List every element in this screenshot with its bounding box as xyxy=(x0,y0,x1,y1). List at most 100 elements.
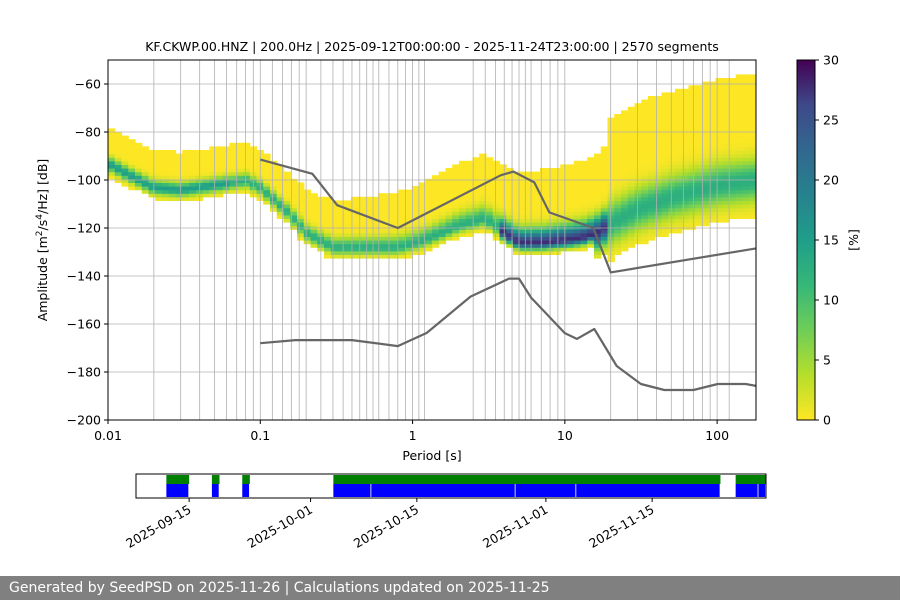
heatmap-cell xyxy=(695,117,703,122)
heatmap-cell xyxy=(580,182,588,187)
heatmap-cell xyxy=(580,160,588,165)
heatmap-cell xyxy=(715,218,723,223)
heatmap-cell xyxy=(749,153,756,158)
heatmap-cell xyxy=(749,110,756,115)
heatmap-cell xyxy=(749,207,756,212)
heatmap-cell xyxy=(600,204,609,209)
heatmap-cell xyxy=(290,178,298,183)
heatmap-cell xyxy=(634,182,642,187)
heatmap-cell xyxy=(668,114,676,119)
heatmap-cell xyxy=(351,232,359,237)
heatmap-cell xyxy=(391,218,399,223)
heatmap-cell xyxy=(209,171,217,176)
heatmap-cell xyxy=(162,160,170,165)
heatmap-cell xyxy=(148,178,156,183)
heatmap-cell xyxy=(729,121,737,126)
heatmap-cell xyxy=(472,200,480,205)
heatmap-cell xyxy=(567,214,575,219)
heatmap-cell xyxy=(411,250,420,255)
heatmap-cell xyxy=(337,240,345,245)
heatmap-cell xyxy=(722,88,730,93)
heatmap-cell xyxy=(162,157,170,162)
heatmap-cell xyxy=(715,88,723,93)
heatmap-cell xyxy=(627,157,636,162)
heatmap-cell xyxy=(587,236,595,241)
heatmap-cell xyxy=(627,186,636,191)
heatmap-cell xyxy=(641,146,649,151)
heatmap-cell xyxy=(290,186,298,191)
heatmap-cell xyxy=(722,114,730,119)
heatmap-cell xyxy=(452,207,460,212)
heatmap-cell xyxy=(648,128,656,133)
heatmap-cell xyxy=(695,182,703,187)
heatmap-cell xyxy=(715,211,723,216)
y-axis-label-exp-a: 2 xyxy=(35,230,45,236)
heatmap-cell xyxy=(128,168,136,173)
heatmap-cell xyxy=(715,135,723,140)
heatmap-cell xyxy=(614,153,622,158)
heatmap-cell xyxy=(641,240,649,245)
heatmap-cell xyxy=(594,164,602,169)
heatmap-cell xyxy=(675,124,683,129)
heatmap-cell xyxy=(621,110,629,115)
heatmap-cell xyxy=(540,240,548,245)
heatmap-cell xyxy=(519,196,528,201)
heatmap-cell xyxy=(722,164,730,169)
heatmap-cell xyxy=(681,196,690,201)
heatmap-cell xyxy=(526,189,534,194)
heatmap-cell xyxy=(519,193,528,198)
heatmap-cell xyxy=(492,186,501,191)
heatmap-cell xyxy=(742,128,750,133)
heatmap-cell xyxy=(263,171,271,176)
heatmap-cell xyxy=(735,92,744,97)
heatmap-cell xyxy=(499,229,507,234)
heatmap-cell xyxy=(135,142,143,147)
heatmap-cell xyxy=(384,211,393,216)
heatmap-cell xyxy=(654,178,663,183)
heatmap-cell xyxy=(722,218,730,223)
heatmap-cell xyxy=(580,200,588,205)
heatmap-cell xyxy=(661,168,669,173)
heatmap-cell xyxy=(668,222,676,227)
heatmap-cell xyxy=(202,164,210,169)
heatmap-cell xyxy=(540,232,548,237)
heatmap-cell xyxy=(742,175,750,180)
heatmap-cell xyxy=(722,121,730,126)
heatmap-cell xyxy=(607,258,615,263)
heatmap-cell xyxy=(479,153,487,158)
heatmap-cell xyxy=(216,186,224,191)
heatmap-cell xyxy=(337,214,345,219)
heatmap-cell xyxy=(749,157,756,162)
heatmap-cell xyxy=(627,160,636,165)
heatmap-cell xyxy=(661,222,669,227)
heatmap-cell xyxy=(263,153,271,158)
heatmap-cell xyxy=(715,204,723,209)
heatmap-cell xyxy=(654,175,663,180)
heatmap-cell xyxy=(432,182,440,187)
heatmap-cell xyxy=(715,207,723,212)
heatmap-cell xyxy=(735,121,744,126)
heatmap-cell xyxy=(573,211,582,216)
heatmap-cell xyxy=(438,229,447,234)
heatmap-cell xyxy=(209,160,217,165)
heatmap-cell xyxy=(297,204,305,209)
heatmap-cell xyxy=(486,196,494,201)
heatmap-cell xyxy=(594,168,602,173)
heatmap-cell xyxy=(216,193,224,198)
heatmap-cell xyxy=(438,222,447,227)
heatmap-cell xyxy=(661,117,669,122)
heatmap-cell xyxy=(614,222,622,227)
heatmap-cell xyxy=(654,186,663,191)
heatmap-cell xyxy=(411,211,420,216)
heatmap-cell xyxy=(648,96,656,101)
heatmap-cell xyxy=(216,171,224,176)
timeline-bars xyxy=(166,475,766,497)
heatmap-cell xyxy=(506,214,514,219)
heatmap-cell xyxy=(425,178,433,183)
heatmap-cell xyxy=(344,214,352,219)
heatmap-cell xyxy=(668,106,676,111)
heatmap-cell xyxy=(648,117,656,122)
heatmap-cell xyxy=(681,204,690,209)
heatmap-cell xyxy=(708,160,717,165)
heatmap-cell xyxy=(648,193,656,198)
